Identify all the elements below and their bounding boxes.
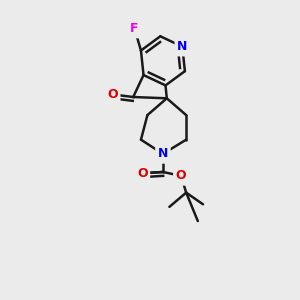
Text: O: O (137, 167, 148, 180)
Text: F: F (129, 20, 140, 38)
Text: N: N (158, 147, 168, 161)
Text: O: O (135, 164, 149, 182)
Text: O: O (107, 88, 118, 101)
Text: N: N (156, 145, 170, 163)
Text: N: N (176, 38, 189, 56)
Text: O: O (176, 169, 186, 182)
Text: O: O (174, 167, 188, 185)
Text: F: F (130, 22, 139, 35)
Text: N: N (177, 40, 188, 53)
Text: O: O (105, 85, 120, 103)
